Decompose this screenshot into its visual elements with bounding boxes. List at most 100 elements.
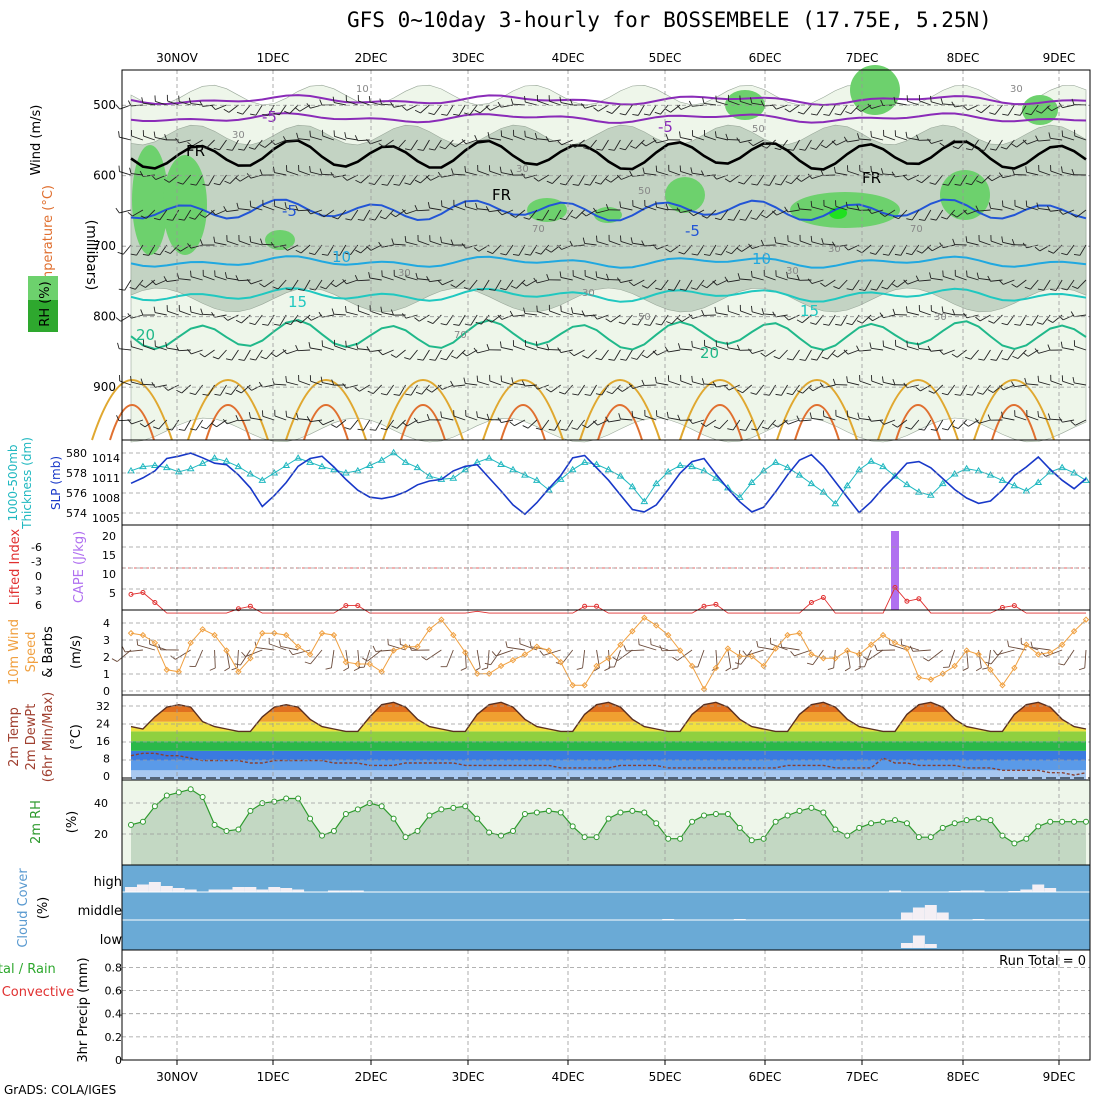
upper-air-barb <box>691 340 705 351</box>
barb-flag <box>366 346 371 352</box>
barb-staff <box>776 275 788 281</box>
barb-staff <box>906 137 919 141</box>
barb-flag <box>1073 253 1081 256</box>
upper-air-barb <box>927 345 943 352</box>
barb-flag <box>427 202 430 209</box>
barb-staff <box>383 139 394 148</box>
cloud-bar <box>292 889 305 892</box>
barb-flag <box>381 183 388 186</box>
upper-air-barb <box>282 136 299 143</box>
upper-air-barb <box>867 415 884 422</box>
barb-staff <box>958 139 967 150</box>
rh2m-point <box>629 807 636 814</box>
upper-air-barb <box>413 417 430 424</box>
upper-air-barb <box>751 174 765 186</box>
upper-air-barb <box>616 174 633 180</box>
barb-flag <box>892 423 898 428</box>
barb-staff <box>322 419 335 426</box>
upper-air-barb <box>177 174 192 185</box>
barb-flag <box>909 645 914 652</box>
barb-staff <box>399 384 406 396</box>
barb-staff <box>505 244 514 256</box>
rh2m-point <box>199 794 206 800</box>
barb-staff <box>195 384 203 395</box>
barb-staff <box>920 384 932 392</box>
upper-air-barb <box>608 349 621 361</box>
upper-air-barb <box>751 419 765 431</box>
barb-flag <box>318 420 324 426</box>
barb-staff <box>131 381 144 386</box>
barb-flag <box>608 358 615 361</box>
barb-flag <box>545 388 552 393</box>
barb-staff <box>142 102 155 106</box>
barb-staff <box>505 279 514 291</box>
barb-flag <box>581 310 586 317</box>
thickness-point <box>1010 481 1019 489</box>
barb-staff <box>765 349 776 357</box>
barb-staff <box>396 419 406 429</box>
barb-flag <box>642 167 645 174</box>
upper-air-barb <box>139 419 156 428</box>
upper-air-barb <box>918 419 932 431</box>
wind10-point <box>1046 649 1054 656</box>
isotherm-25-cell <box>187 379 269 441</box>
rh2m-point <box>533 809 540 816</box>
upper-air-barb <box>605 204 621 211</box>
barb-flag <box>1025 112 1032 116</box>
upper-air-barb <box>894 244 908 256</box>
barb-flag <box>592 420 598 426</box>
barb-staff <box>1030 279 1039 290</box>
barb-flag <box>987 275 991 282</box>
barb-flag <box>404 270 407 277</box>
barb-flag <box>367 390 374 394</box>
barb-flag <box>285 376 287 383</box>
barb-staff <box>513 135 526 141</box>
barb-staff <box>417 419 430 424</box>
upper-air-barb <box>380 384 394 396</box>
barb-staff <box>955 275 967 281</box>
barb-flag <box>1037 375 1040 382</box>
barb-staff <box>336 419 347 428</box>
barb-flag <box>534 132 538 139</box>
wind10-point <box>282 631 290 639</box>
temp2m-band <box>131 721 1086 732</box>
barb-staff <box>764 275 776 281</box>
barb-flag <box>497 314 503 320</box>
barb-flag <box>690 287 697 290</box>
barb-staff <box>601 139 609 151</box>
barb-staff <box>372 384 383 394</box>
barb-flag <box>390 354 397 358</box>
upper-air-barb <box>628 279 645 287</box>
upper-air-barb <box>357 419 371 431</box>
thickness-point <box>318 462 326 470</box>
barb-flag <box>870 165 872 172</box>
barb-flag <box>676 207 681 213</box>
upper-air-barb <box>391 238 406 246</box>
barb-staff <box>334 135 347 141</box>
barb-flag <box>796 319 803 324</box>
barb-staff <box>536 138 549 141</box>
upper-air-barb <box>368 96 382 106</box>
upper-air-barb <box>1034 348 1051 354</box>
rh2m-point <box>521 811 528 817</box>
barb-staff <box>766 209 776 219</box>
barb-flag <box>248 412 251 419</box>
barb-staff <box>656 139 669 144</box>
barb-flag <box>426 276 430 282</box>
barb-staff <box>811 206 824 211</box>
wind10-point <box>163 666 171 674</box>
rh-axis-label: RH (%) <box>38 281 53 326</box>
barb-staff <box>575 139 585 148</box>
lifted-index-point <box>128 591 134 597</box>
barb-staff <box>516 279 526 289</box>
wind10-point <box>748 653 755 660</box>
barb-flag <box>989 112 996 115</box>
barb-flag <box>246 279 252 285</box>
barb-flag <box>461 351 468 357</box>
upper-air-barb <box>477 164 490 176</box>
wind10-barb <box>241 649 263 657</box>
rh2m-point <box>235 826 242 833</box>
barb-staff <box>277 279 287 290</box>
isotherm-25-cell <box>679 379 761 441</box>
barb-flag <box>548 218 555 221</box>
